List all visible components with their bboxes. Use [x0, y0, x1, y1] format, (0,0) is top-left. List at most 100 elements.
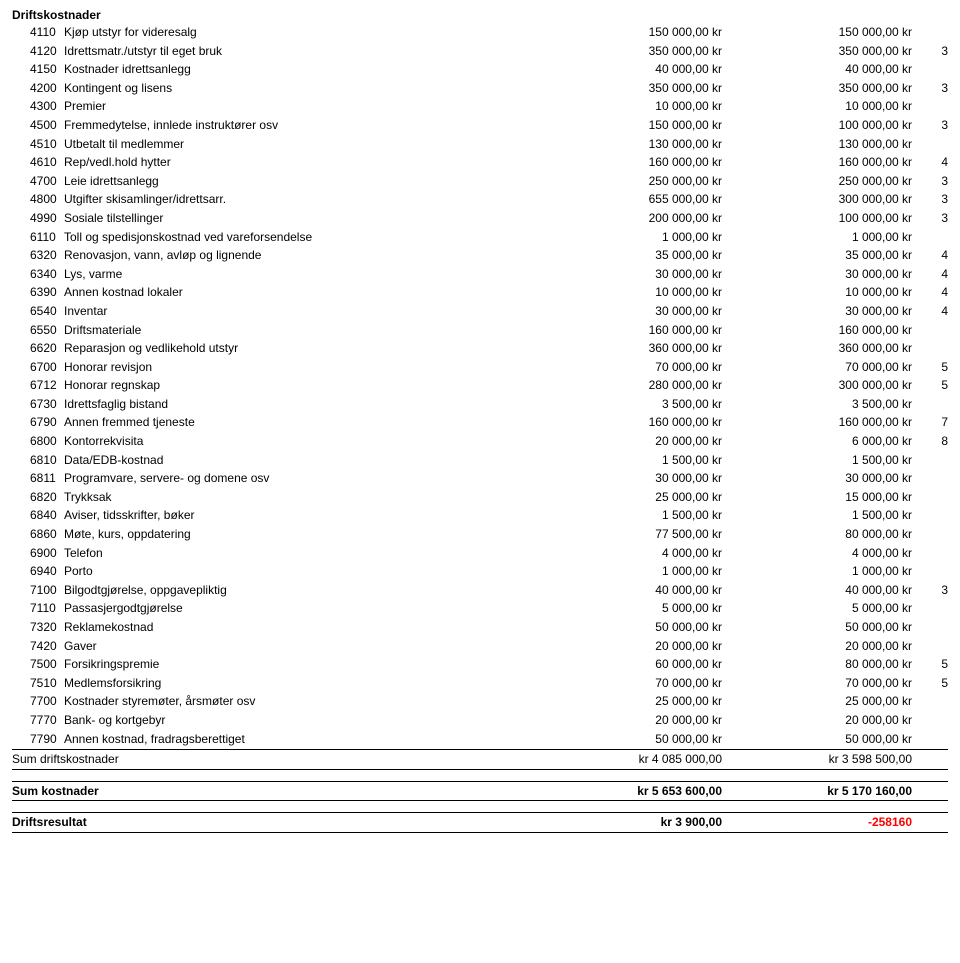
row-desc: Kostnader styremøter, årsmøter osv — [64, 692, 540, 711]
table-row: 4500Fremmedytelse, innlede instruktører … — [12, 116, 948, 135]
row-code: 7110 — [12, 599, 64, 618]
row-code: 6840 — [12, 506, 64, 525]
row-code: 6320 — [12, 246, 64, 265]
row-note: 3 — [920, 79, 948, 98]
row-col1: 40 000,00 kr — [540, 581, 730, 600]
row-col2: 360 000,00 kr — [730, 339, 920, 358]
row-col2: 5 000,00 kr — [730, 599, 920, 618]
row-note: 3 — [920, 116, 948, 135]
row-code: 6810 — [12, 451, 64, 470]
table-row: 6820Trykksak25 000,00 kr15 000,00 kr — [12, 488, 948, 507]
row-col1: 20 000,00 kr — [540, 432, 730, 451]
row-col1: 30 000,00 kr — [540, 265, 730, 284]
row-col2: 10 000,00 kr — [730, 283, 920, 302]
row-desc: Aviser, tidsskrifter, bøker — [64, 506, 540, 525]
row-code: 4800 — [12, 190, 64, 209]
row-col2: 70 000,00 kr — [730, 358, 920, 377]
sum-drift-label: Sum driftskostnader — [12, 750, 540, 769]
row-note: 3 — [920, 42, 948, 61]
table-row: 6712Honorar regnskap280 000,00 kr300 000… — [12, 376, 948, 395]
table-row: 6811Programvare, servere- og domene osv3… — [12, 469, 948, 488]
row-note: 4 — [920, 265, 948, 284]
table-row: 4120Idrettsmatr./utstyr til eget bruk350… — [12, 42, 948, 61]
table-row: 6620Reparasjon og vedlikehold utstyr360 … — [12, 339, 948, 358]
driftsresultat: Driftsresultat kr 3 900,00 -258160 — [12, 812, 948, 833]
row-desc: Porto — [64, 562, 540, 581]
row-desc: Inventar — [64, 302, 540, 321]
row-col1: 350 000,00 kr — [540, 42, 730, 61]
table-row: 4200Kontingent og lisens350 000,00 kr350… — [12, 79, 948, 98]
row-desc: Kjøp utstyr for videresalg — [64, 23, 540, 42]
row-code: 7500 — [12, 655, 64, 674]
table-row: 7790Annen kostnad, fradragsberettiget50 … — [12, 730, 948, 749]
row-desc: Renovasjon, vann, avløp og lignende — [64, 246, 540, 265]
row-col1: 20 000,00 kr — [540, 637, 730, 656]
row-note: 5 — [920, 376, 948, 395]
row-desc: Trykksak — [64, 488, 540, 507]
row-desc: Sosiale tilstellinger — [64, 209, 540, 228]
table-row: 6320Renovasjon, vann, avløp og lignende3… — [12, 246, 948, 265]
row-code: 4120 — [12, 42, 64, 61]
row-code: 4610 — [12, 153, 64, 172]
row-code: 4990 — [12, 209, 64, 228]
row-desc: Kontingent og lisens — [64, 79, 540, 98]
row-col2: 300 000,00 kr — [730, 376, 920, 395]
row-col2: 150 000,00 kr — [730, 23, 920, 42]
row-desc: Driftsmateriale — [64, 321, 540, 340]
sum-kost-col2: kr 5 170 160,00 — [730, 782, 920, 801]
row-col2: 20 000,00 kr — [730, 637, 920, 656]
row-code: 6730 — [12, 395, 64, 414]
row-desc: Lys, varme — [64, 265, 540, 284]
table-row: 6110Toll og spedisjonskostnad ved varefo… — [12, 228, 948, 247]
row-desc: Programvare, servere- og domene osv — [64, 469, 540, 488]
row-code: 6620 — [12, 339, 64, 358]
row-code: 7100 — [12, 581, 64, 600]
row-note: 5 — [920, 358, 948, 377]
row-col2: 25 000,00 kr — [730, 692, 920, 711]
row-code: 4200 — [12, 79, 64, 98]
row-note: 3 — [920, 581, 948, 600]
table-row: 6730Idrettsfaglig bistand3 500,00 kr3 50… — [12, 395, 948, 414]
table-row: 4150Kostnader idrettsanlegg40 000,00 kr4… — [12, 60, 948, 79]
row-col1: 3 500,00 kr — [540, 395, 730, 414]
row-code: 6940 — [12, 562, 64, 581]
row-col1: 360 000,00 kr — [540, 339, 730, 358]
row-code: 6700 — [12, 358, 64, 377]
table-row: 6840Aviser, tidsskrifter, bøker1 500,00 … — [12, 506, 948, 525]
row-col2: 30 000,00 kr — [730, 469, 920, 488]
row-col1: 50 000,00 kr — [540, 618, 730, 637]
table-row: 4990Sosiale tilstellinger200 000,00 kr10… — [12, 209, 948, 228]
row-desc: Honorar revisjon — [64, 358, 540, 377]
row-desc: Kostnader idrettsanlegg — [64, 60, 540, 79]
row-desc: Annen kostnad lokaler — [64, 283, 540, 302]
table-row: 6550Driftsmateriale160 000,00 kr160 000,… — [12, 321, 948, 340]
table-row: 6800Kontorrekvisita20 000,00 kr6 000,00 … — [12, 432, 948, 451]
row-note: 4 — [920, 246, 948, 265]
row-note: 3 — [920, 190, 948, 209]
row-desc: Toll og spedisjonskostnad ved vareforsen… — [64, 228, 540, 247]
row-col1: 70 000,00 kr — [540, 358, 730, 377]
row-col2: 160 000,00 kr — [730, 153, 920, 172]
row-col1: 1 500,00 kr — [540, 451, 730, 470]
row-col2: 70 000,00 kr — [730, 674, 920, 693]
row-note: 4 — [920, 283, 948, 302]
cost-rows: 4110Kjøp utstyr for videresalg150 000,00… — [12, 23, 948, 748]
row-col1: 60 000,00 kr — [540, 655, 730, 674]
sum-kostnader: Sum kostnader kr 5 653 600,00 kr 5 170 1… — [12, 781, 948, 802]
row-col1: 50 000,00 kr — [540, 730, 730, 749]
row-code: 6820 — [12, 488, 64, 507]
row-col1: 150 000,00 kr — [540, 23, 730, 42]
row-col1: 35 000,00 kr — [540, 246, 730, 265]
row-col2: 4 000,00 kr — [730, 544, 920, 563]
row-col1: 30 000,00 kr — [540, 302, 730, 321]
row-col1: 160 000,00 kr — [540, 321, 730, 340]
table-row: 7320Reklamekostnad50 000,00 kr50 000,00 … — [12, 618, 948, 637]
row-desc: Forsikringspremie — [64, 655, 540, 674]
row-desc: Utbetalt til medlemmer — [64, 135, 540, 154]
table-row: 7770Bank- og kortgebyr20 000,00 kr20 000… — [12, 711, 948, 730]
row-desc: Annen fremmed tjeneste — [64, 413, 540, 432]
row-col2: 350 000,00 kr — [730, 79, 920, 98]
row-col2: 40 000,00 kr — [730, 60, 920, 79]
row-note: 8 — [920, 432, 948, 451]
row-code: 7790 — [12, 730, 64, 749]
